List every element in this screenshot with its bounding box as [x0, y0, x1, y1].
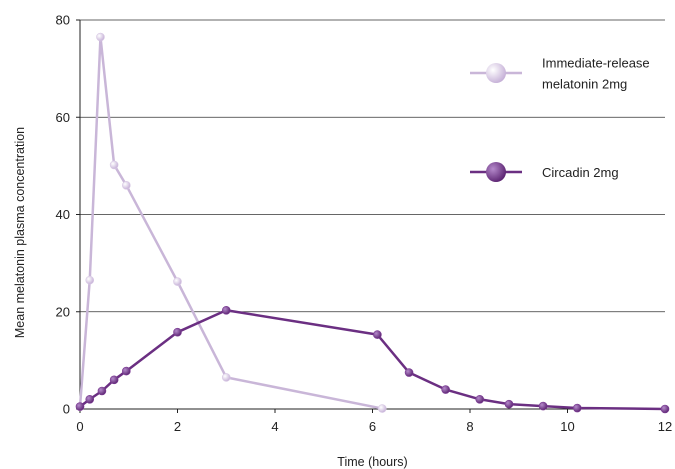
gridlines [80, 19, 665, 313]
data-point [173, 277, 182, 286]
data-point [221, 373, 231, 382]
x-tick-label: 2 [174, 419, 181, 434]
y-tick-label: 20 [56, 304, 70, 319]
data-point [404, 368, 414, 377]
y-axis-label: Mean melatonin plasma concentration [13, 127, 27, 338]
data-point [109, 160, 119, 170]
series-line [78, 35, 383, 410]
data-point [85, 275, 95, 285]
legend-item-2: Circadin 2mg [470, 162, 619, 182]
legend-item-1: Immediate-release melatonin 2mg [470, 56, 650, 92]
data-point [173, 327, 182, 337]
x-tick-label: 6 [369, 419, 376, 434]
data-point [75, 402, 85, 411]
data-point [122, 181, 131, 190]
x-tick-label: 12 [658, 419, 672, 434]
data-point [96, 32, 105, 42]
data-point [572, 403, 582, 413]
y-tick-label: 60 [56, 110, 70, 125]
legend: Immediate-release melatonin 2mg Circadin 2… [470, 56, 650, 182]
series [75, 32, 670, 414]
data-point [109, 375, 119, 385]
legend-marker [486, 162, 506, 182]
y-tick-label: 80 [56, 13, 70, 28]
x-tick-label: 0 [76, 419, 83, 434]
y-tick-label: 40 [56, 207, 70, 222]
x-axis-label: Time (hours) [337, 455, 407, 469]
data-point [97, 386, 107, 396]
series-1 [75, 32, 387, 413]
legend-label: Immediate-release [542, 56, 650, 71]
data-point [441, 385, 450, 394]
data-point [504, 399, 514, 409]
data-point [660, 404, 670, 414]
series-line [79, 309, 666, 411]
legend-label: melatonin 2mg [542, 77, 627, 92]
data-point [373, 330, 382, 339]
legend-marker [486, 63, 506, 83]
x-tick-label: 10 [560, 419, 574, 434]
data-point [85, 394, 95, 404]
data-point [221, 305, 231, 315]
legend-label: Circadin 2mg [542, 165, 619, 180]
x-tick-label: 8 [466, 419, 473, 434]
y-tick-label: 0 [63, 402, 70, 417]
data-point [475, 394, 485, 404]
data-point [538, 401, 548, 411]
series-2 [75, 305, 670, 414]
data-point [377, 404, 387, 413]
tick-labels: 0 20 40 60 80 0 2 4 6 8 10 12 [56, 13, 673, 435]
data-point [122, 366, 131, 376]
x-tick-label: 4 [271, 419, 278, 434]
